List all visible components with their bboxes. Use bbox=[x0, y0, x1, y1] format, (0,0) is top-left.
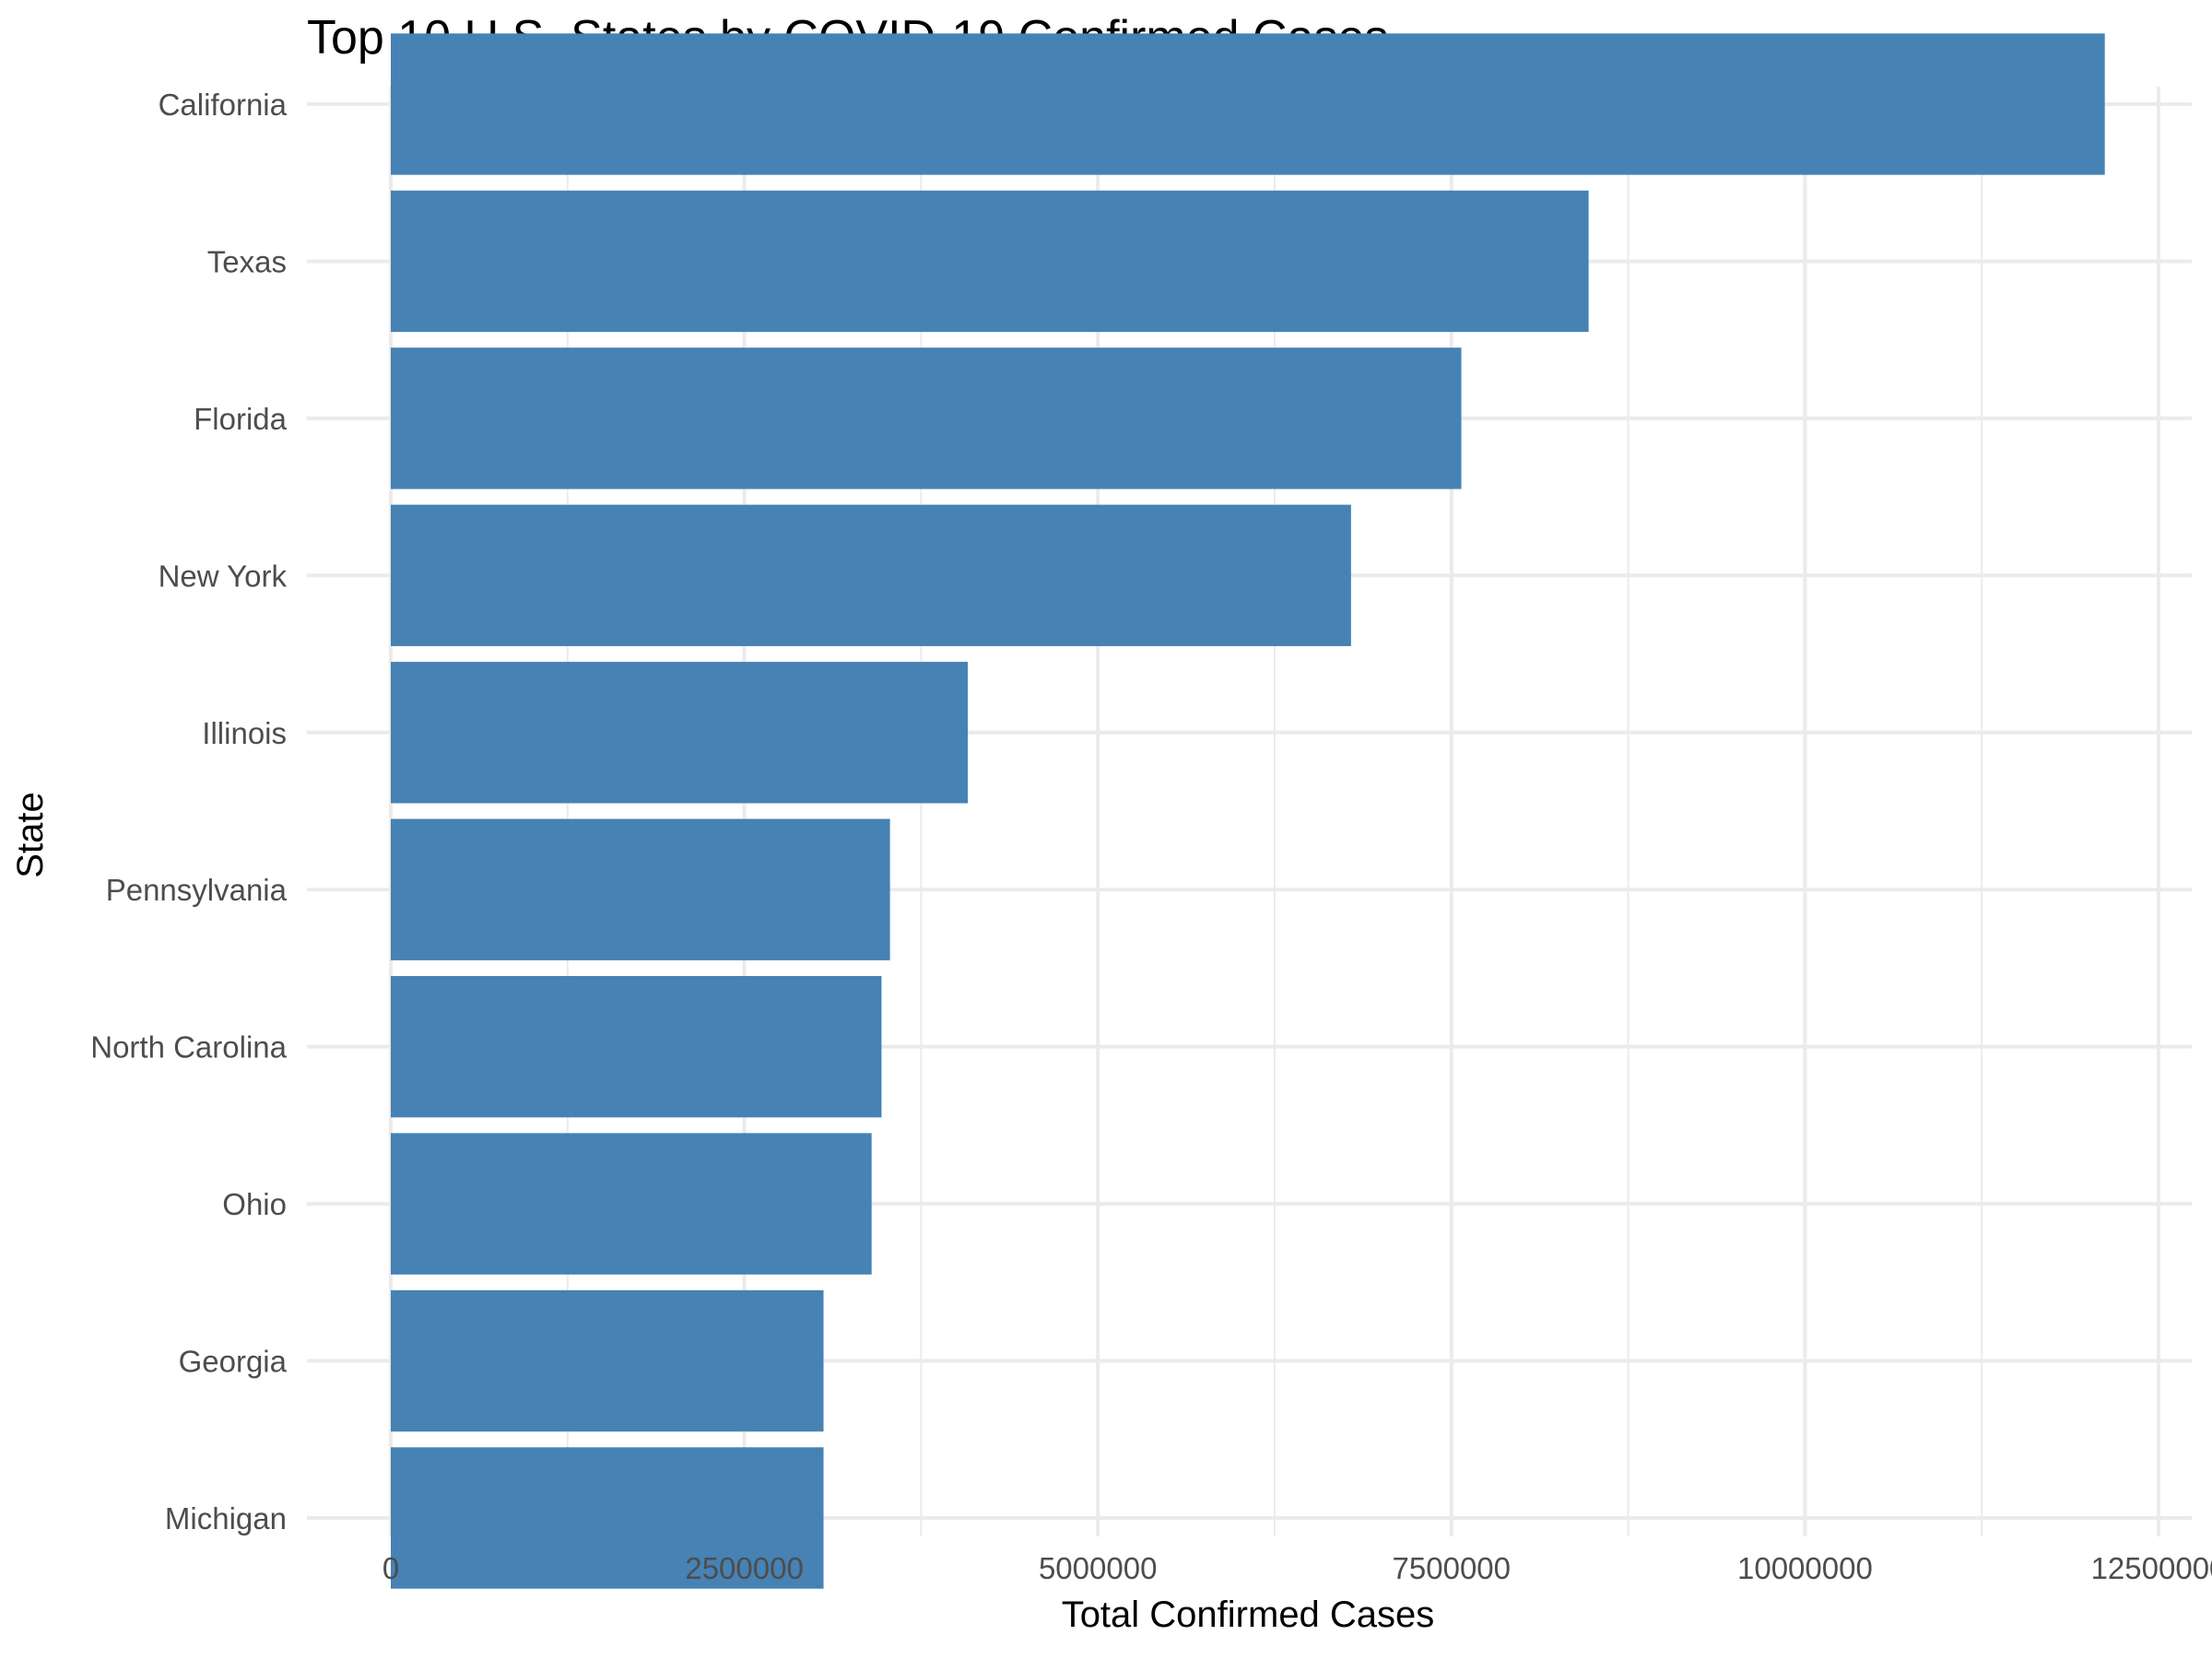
x-tick-label: 10000000 bbox=[1737, 1551, 1873, 1585]
x-tick-label: 0 bbox=[382, 1551, 399, 1585]
x-tick-label: 5000000 bbox=[1039, 1551, 1157, 1585]
y-axis-title: State bbox=[10, 792, 51, 877]
bar-florida bbox=[391, 347, 1462, 489]
x-axis-title: Total Confirmed Cases bbox=[1062, 1594, 1435, 1635]
x-axis-tick-labels: 0 2500000 5000000 7500000 10000000 12500000 bbox=[382, 1551, 2212, 1585]
y-tick-label: Michigan bbox=[165, 1501, 287, 1535]
y-tick-label: Ohio bbox=[222, 1187, 287, 1221]
x-tick-label: 12500000 bbox=[2091, 1551, 2212, 1585]
y-tick-label: Texas bbox=[207, 244, 287, 278]
x-tick-label: 7500000 bbox=[1393, 1551, 1511, 1585]
bars bbox=[391, 33, 2105, 1589]
bar-pennsylvania bbox=[391, 818, 890, 960]
bar-illinois bbox=[391, 662, 969, 804]
y-tick-label: Pennsylvania bbox=[106, 873, 288, 907]
y-tick-label: Illinois bbox=[202, 716, 287, 750]
bar-georgia bbox=[391, 1289, 824, 1432]
y-tick-label: Florida bbox=[194, 402, 288, 436]
y-tick-label: New York bbox=[159, 559, 288, 593]
y-tick-label: Georgia bbox=[179, 1345, 288, 1379]
bar-north-carolina bbox=[391, 975, 882, 1118]
bar-michigan bbox=[391, 1447, 824, 1589]
bar-california bbox=[391, 33, 2105, 175]
x-tick-label: 2500000 bbox=[685, 1551, 803, 1585]
y-tick-label: California bbox=[159, 88, 288, 122]
y-tick-label: North Carolina bbox=[90, 1030, 287, 1065]
bar-ohio bbox=[391, 1133, 872, 1275]
bar-new-york bbox=[391, 504, 1351, 647]
bar-texas bbox=[391, 190, 1589, 333]
y-axis-tick-labels: California Texas Florida New York Illinois Pe… bbox=[90, 88, 287, 1535]
